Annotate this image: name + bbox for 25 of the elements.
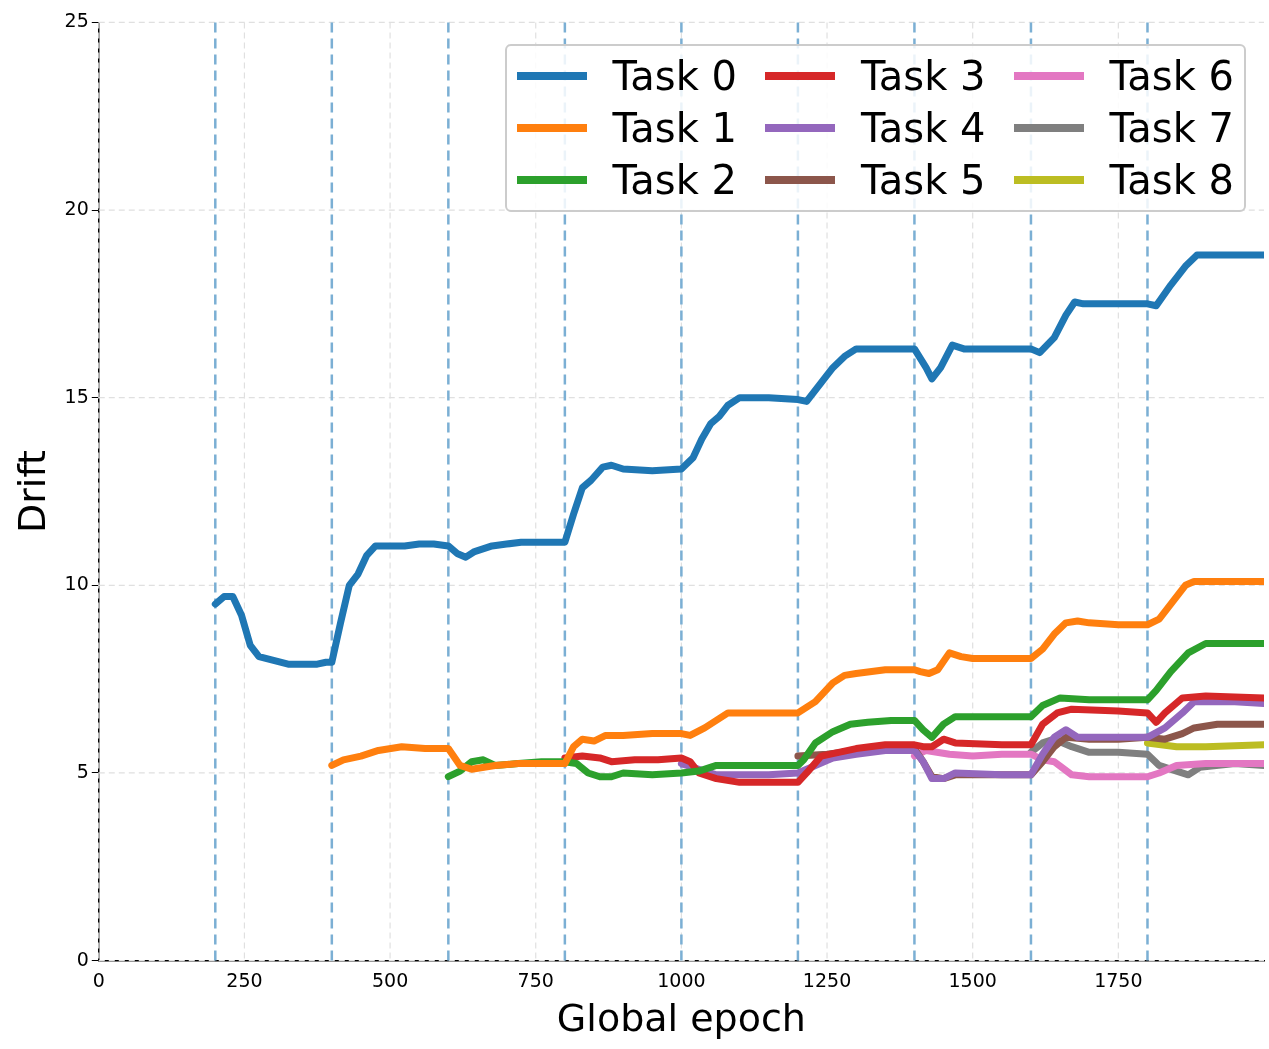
x-tick-label: 750 — [517, 968, 554, 991]
x-tick-label: 0 — [92, 968, 105, 991]
legend-label: Task 6 — [1109, 52, 1234, 101]
x-tick-label: 1750 — [1094, 968, 1143, 991]
x-tick-label: 250 — [226, 968, 263, 991]
y-tick-label: 20 — [64, 196, 89, 219]
y-tick-label: 25 — [64, 9, 89, 32]
legend-label: Task 0 — [612, 52, 737, 101]
x-tick-label: 1000 — [657, 968, 706, 991]
legend-label: Task 1 — [612, 104, 737, 153]
legend-label: Task 5 — [861, 156, 986, 205]
legend-label: Task 7 — [1109, 104, 1234, 153]
y-tick-label: 5 — [76, 759, 89, 782]
legend-label: Task 4 — [861, 104, 986, 153]
y-tick-label: 15 — [64, 384, 89, 407]
x-tick-label: 500 — [371, 968, 409, 991]
legend-label: Task 2 — [612, 156, 737, 205]
x-tick-label: 1500 — [948, 968, 997, 991]
y-tick-label: 10 — [64, 572, 89, 595]
legend-label: Task 3 — [861, 52, 986, 101]
x-axis-title: Global epoch — [556, 996, 806, 1041]
x-tick-label: 1250 — [802, 968, 852, 991]
y-axis-title: Drift — [9, 449, 54, 534]
y-tick-label: 0 — [76, 947, 89, 970]
legend-label: Task 8 — [1109, 156, 1234, 205]
